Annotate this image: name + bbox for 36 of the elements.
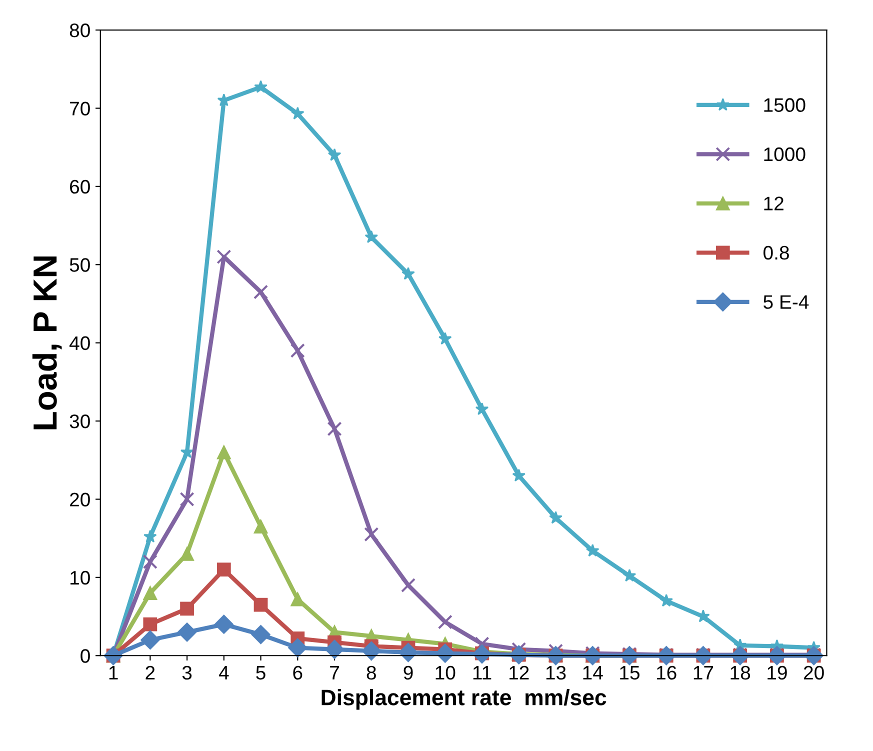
y-tick-label: 0: [80, 649, 90, 663]
y-tick-label: 70: [70, 102, 90, 116]
x-tick-label: 4: [218, 666, 229, 680]
x-tick-label: 1: [109, 666, 118, 680]
y-tick-label: 20: [70, 492, 90, 506]
x-tick-label: 19: [768, 666, 787, 680]
legend-label: 0.8: [764, 246, 789, 260]
x-tick-label: 13: [546, 666, 566, 680]
legend-label: 1500: [764, 98, 806, 112]
x-tick-label: 17: [694, 666, 714, 680]
x-tick-label: 2: [146, 666, 155, 680]
y-tick-label: 40: [69, 336, 90, 350]
x-tick-label: 15: [620, 666, 640, 680]
y-tick-label: 30: [70, 414, 90, 428]
x-tick-label: 11: [473, 666, 492, 680]
x-tick-label: 12: [510, 666, 529, 680]
x-tick-label: 16: [657, 666, 676, 680]
x-tick-label: 20: [804, 666, 824, 680]
y-tick-label: 50: [70, 258, 90, 272]
y-tick-label: 10: [70, 570, 90, 585]
legend-label: 1000: [764, 147, 806, 162]
x-tick-label: 8: [366, 666, 376, 680]
y-axis-title: Load, P KN: [32, 256, 62, 430]
legend-label: 12: [764, 196, 784, 210]
x-axis-title: Displacement rate mm/sec: [322, 689, 606, 710]
x-tick-label: 7: [330, 666, 339, 680]
x-tick-label: 9: [404, 666, 413, 680]
y-tick-label: 60: [70, 180, 90, 194]
x-tick-label: 14: [583, 666, 603, 680]
y-tick-label: 80: [70, 24, 90, 38]
x-tick-label: 3: [182, 666, 192, 680]
x-tick-label: 5: [256, 666, 266, 680]
x-tick-label: 18: [730, 666, 750, 680]
x-tick-label: 6: [293, 666, 302, 680]
legend-label: 5 E-4: [764, 295, 809, 309]
x-tick-label: 10: [436, 666, 456, 680]
